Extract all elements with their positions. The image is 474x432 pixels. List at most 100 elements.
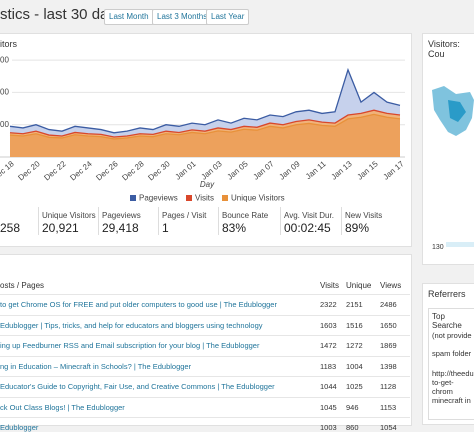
cell-number: 1128 [380,382,397,391]
column-header: osts / Pages [0,281,45,290]
x-tick-label: Jan 03 [199,159,224,182]
page-link[interactable]: Edublogger | Tips, tricks, and help for … [0,320,263,330]
x-tick-label: Jan 09 [277,159,302,182]
cell-number: 1603 [320,320,337,330]
page-link[interactable]: Educator's Guide to Copyright, Fair Use,… [0,382,275,391]
referrer-item: (not provide [432,331,472,340]
cell-number: 2486 [380,300,397,309]
range-button[interactable]: Last 3 Months [152,9,213,25]
stat-value: 00:02:45 [284,221,331,235]
cell-number: 1472 [320,341,337,350]
row-divider [0,294,410,295]
stat-label: Pageviews [102,211,141,220]
page-link[interactable]: Edublogger [0,423,39,432]
legend-label: Unique Visitors [231,194,285,203]
cell-number: 1153 [380,402,397,412]
legend-swatch [130,195,136,201]
legend-label: Visits [195,194,214,203]
x-tick-label: Jan 15 [355,159,380,182]
row-divider [0,314,410,316]
row-divider [0,396,410,398]
cell-number: 1516 [346,320,363,330]
x-tick-label: Dec 24 [68,159,94,183]
cell-number: 1054 [380,423,397,432]
referrer-item: to-get-chrom [432,378,454,396]
legend-gradient [446,242,474,247]
cell-number: 2322 [320,300,337,309]
series-line [9,67,401,134]
column-header: Views [380,281,402,290]
stat-value: 89% [345,221,370,235]
column-header: Visits [320,281,339,290]
row-divider [0,355,410,357]
cell-number: 1004 [346,361,363,371]
stat-value: 1 [162,221,169,235]
legend-min: 130 [432,244,444,251]
page: stics - last 30 days Last Month Last 3 M… [0,6,474,432]
box-title: Top Searche [432,312,462,330]
map [432,86,474,247]
stat-label: Unique Visitors [42,211,96,220]
y-tick-label: 00 [0,120,9,129]
page-link[interactable]: ck Out Class Blogs! | The Edublogger [0,402,125,412]
x-tick-label: Jan 05 [225,159,250,182]
stat-separator [218,207,219,235]
panel-title: Visitors: Cou [428,39,460,59]
x-tick-label: Dec 28 [120,159,146,183]
cell-number: 1869 [380,341,397,350]
top-pages-panel [0,254,412,426]
x-axis-label: Day [200,180,215,189]
cell-number: 1272 [346,341,363,350]
page-link[interactable]: ing up Feedburner RSS and Email subscrip… [0,341,260,350]
cell-number: 1025 [346,382,363,391]
referrer-box [428,308,474,420]
stat-separator [38,207,39,235]
country-panel [422,33,474,265]
x-tick-label: Dec 22 [42,159,68,183]
stat-value: 258 [0,221,21,235]
legend-label: Pageviews [139,194,178,203]
x-tick-label: ec 18 [0,159,16,179]
x-tick-label: Dec 30 [146,159,172,183]
row-divider [0,376,410,377]
area-fill [10,114,400,157]
stat-value: 20,921 [42,221,79,235]
x-tick-label: Jan 17 [381,159,406,182]
stat-label: Pages / Visit [162,211,207,220]
cell-number: 1398 [380,361,397,371]
cell-number: 1183 [320,361,337,371]
range-button[interactable]: Last Month [104,9,154,25]
cell-number: 1045 [320,402,337,412]
cell-number: 860 [346,423,359,432]
stat-separator [158,207,159,235]
series-line [9,113,401,140]
panel-title: Referrers [428,289,466,299]
legend-swatch [186,195,192,201]
series-line [9,109,401,138]
x-tick-label: Jan 13 [329,159,354,182]
cell-number: 2151 [346,300,363,309]
x-tick-label: Dec 20 [16,159,42,183]
legend-swatch [222,195,228,201]
page-link[interactable]: ng in Education – Minecraft in Schools? … [0,361,192,371]
cell-number: 946 [346,402,359,412]
page-title: stics - last 30 days [0,6,124,23]
chart: 00 00 00 ec 18 Dec 20 Dec 22 Dec 24 Dec 26 Dec 2… [0,55,406,203]
referrer-item: http://theedu [432,369,474,378]
range-button[interactable]: Last Year [206,9,250,25]
referrer-item: minecraft in [432,396,471,405]
referrer-item: spam folder [432,349,472,358]
row-divider [0,335,410,336]
x-tick-label: Jan 07 [251,159,276,182]
x-tick-label: Dec 26 [94,159,120,183]
x-tick-label: Jan 11 [304,159,328,181]
page-link[interactable]: to get Chrome OS for FREE and put older … [0,300,277,309]
y-tick-label: 00 [0,88,9,97]
cell-number: 1650 [380,320,397,330]
stat-separator [280,207,281,235]
stat-label: New Visits [345,211,383,220]
stat-separator [98,207,99,235]
stat-value: 83% [222,221,247,235]
row-divider [0,417,410,418]
y-tick-label: 00 [0,55,9,64]
